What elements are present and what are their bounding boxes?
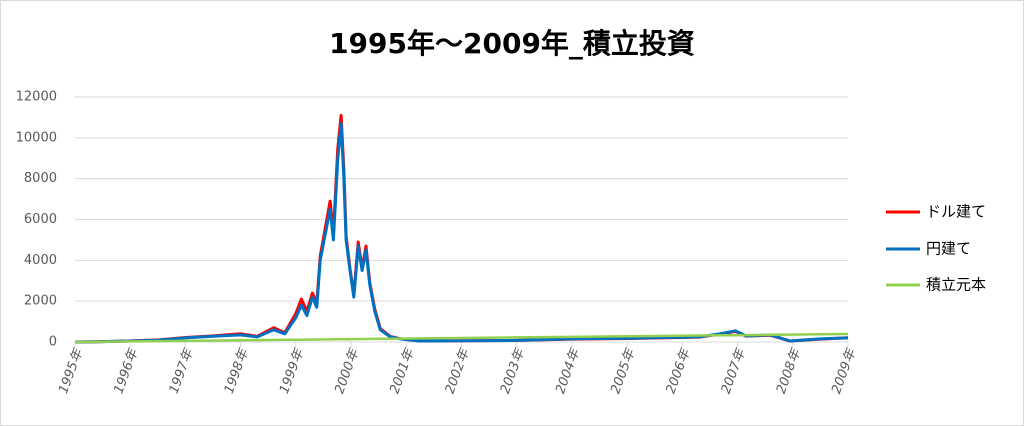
series-line: [74, 122, 849, 344]
y-tick-label: 2000: [24, 294, 57, 309]
y-tick-label: 4000: [24, 253, 57, 268]
y-tick-label: 10000: [16, 130, 57, 145]
y-tick-label: 8000: [24, 171, 57, 186]
series-line: [74, 332, 849, 344]
y-tick-label: 6000: [24, 212, 57, 227]
legend-label: 円建て: [926, 240, 971, 258]
y-tick-label: 12000: [16, 90, 57, 105]
y-tick-label: 0: [49, 335, 57, 350]
legend-label: 積立元本: [926, 276, 986, 294]
chart-title: 1995年～2009年_積立投資: [329, 27, 695, 60]
legend-label: ドル建て: [926, 203, 986, 221]
